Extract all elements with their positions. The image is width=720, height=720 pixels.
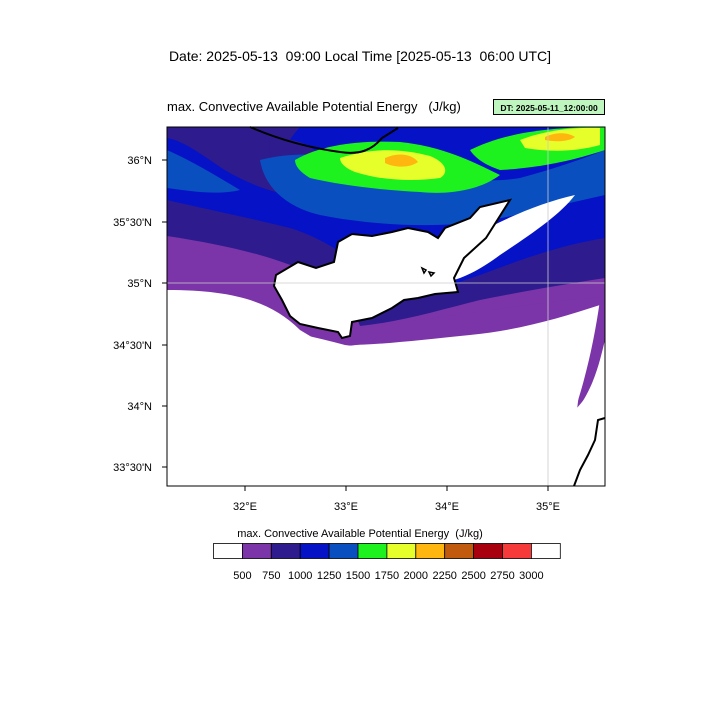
lat-label-3430: 34°30'N [113,340,152,352]
lat-label-36: 36°N [127,155,152,167]
legend-box [444,543,474,559]
legend-colorbar: 500 750 1000 1250 1500 1750 2000 2250 2500 2750 30… [213,543,561,582]
legend-label: 2000 [404,570,428,582]
lon-label-33: 33°E [334,501,358,513]
lat-label-3330: 33°30'N [113,462,152,474]
lat-axis: 36°N 35°30'N 35°N 34°30'N 34°N 33°30'N [113,155,167,474]
cyprus-land-islet [420,266,428,275]
legend-box [299,543,330,559]
legend-labels: 500 750 1000 1250 1500 1750 2000 2250 2500 2750 30… [233,570,543,582]
cape-shade-1500-west [167,150,240,193]
legend-label: 2250 [432,570,456,582]
cape-shade-2250-ne [545,133,575,142]
legend-box [357,543,388,559]
legend-box [328,543,359,559]
legend-box [213,543,243,559]
lat-label-3530: 35°30'N [113,217,152,229]
levant-coastline [573,417,606,487]
legend-label: 1000 [288,570,312,582]
date-title: Date: 2025-05-13 09:00 Local Time [2025-… [168,48,552,64]
lon-label-34: 34°E [435,501,459,513]
legend-label: 1250 [317,570,341,582]
legend-box [473,543,503,559]
legend-box [502,543,532,559]
cyprus-land-islet-2 [427,270,436,278]
legend-box [415,543,446,559]
legend-box [270,543,301,559]
legend-label: 1750 [375,570,399,582]
lat-label-34: 34°N [127,401,152,413]
field-title: max. Convective Available Potential Ener… [167,99,461,114]
legend-box [386,543,417,559]
legend-label: 1500 [346,570,370,582]
legend-label: 3000 [519,570,543,582]
legend-label: 2750 [490,570,514,582]
legend-box [530,543,561,559]
cyprus-land [272,198,513,340]
legend-box [241,543,272,559]
legend-label: 750 [262,570,280,582]
cape-shade-lt750-ne [440,195,575,282]
turkey-coastline [249,126,399,154]
legend-boxes [213,543,561,559]
legend-label: 500 [233,570,251,582]
plot-frame [166,126,606,487]
dt-badge: DT: 2025-05-11_12:00:00 [493,99,605,115]
cape-shade-750-coast [345,297,600,345]
lon-label-35: 35°E [536,501,560,513]
lon-axis: 32°E 33°E 34°E 35°E [233,486,560,513]
cape-shade-2250 [385,154,418,167]
lon-label-32: 32°E [233,501,257,513]
lat-label-35: 35°N [127,278,152,290]
legend-label: 2500 [461,570,485,582]
cape-shade-lt750 [167,300,605,486]
legend-title: max. Convective Available Potential Ener… [237,528,483,540]
